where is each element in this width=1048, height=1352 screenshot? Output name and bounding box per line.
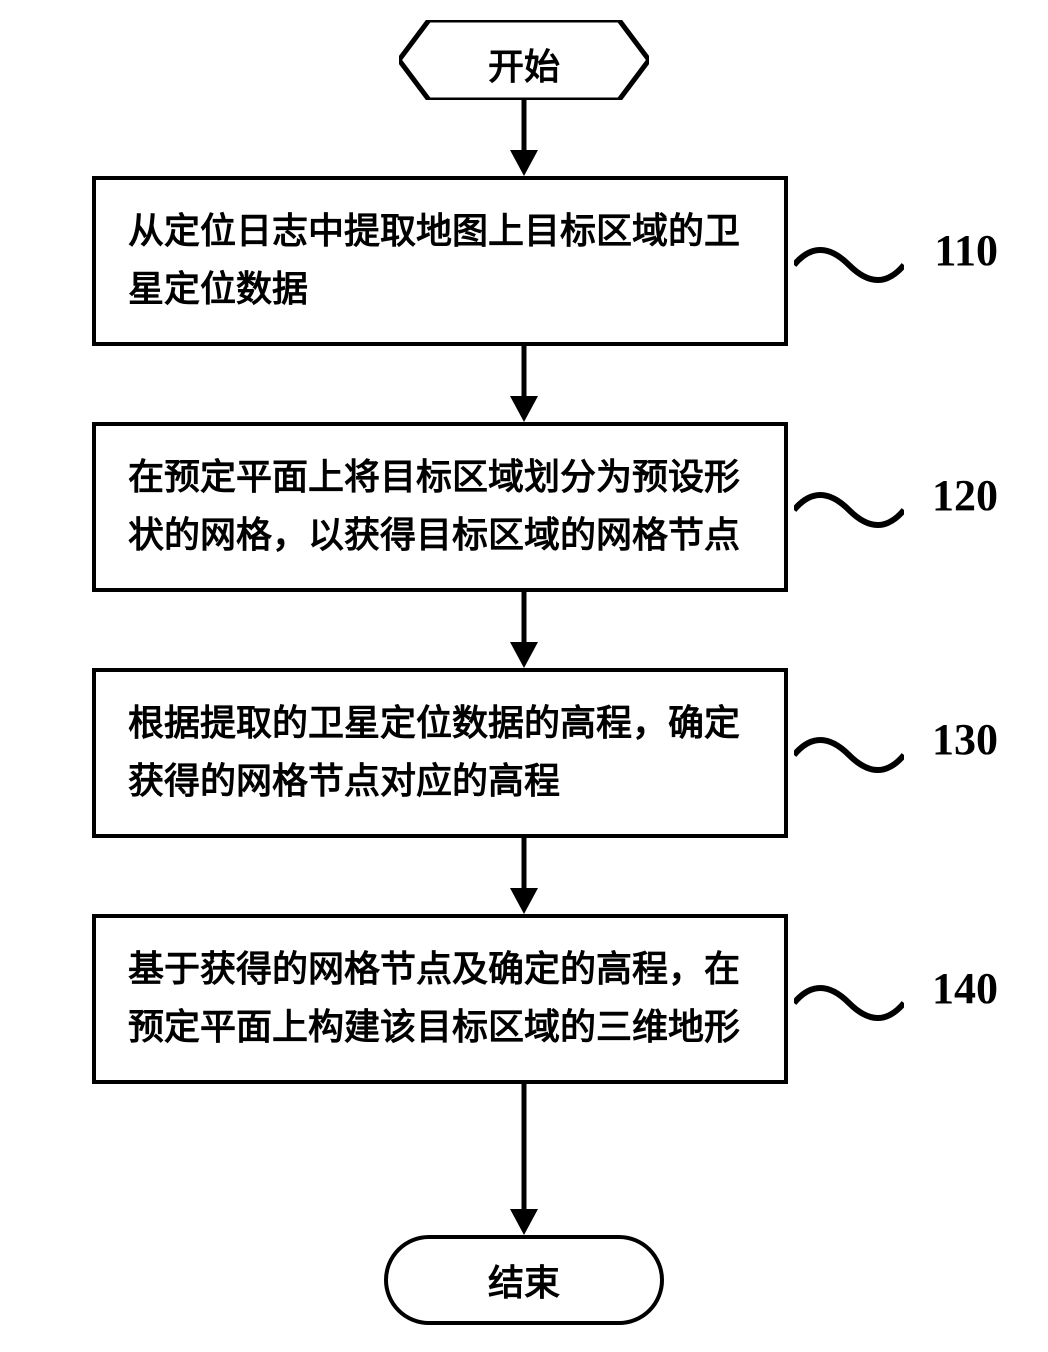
end-label: 结束 xyxy=(488,1254,560,1306)
process-step-1: 从定位日志中提取地图上目标区域的卫星定位数据 xyxy=(92,176,788,346)
arrow-3 xyxy=(504,592,544,673)
arrow-4 xyxy=(504,838,544,919)
ref-number-4: 140 xyxy=(932,963,998,1014)
connector-squiggle-1 xyxy=(794,240,904,295)
ref-number-3: 130 xyxy=(932,714,998,765)
ref-number-2: 120 xyxy=(932,470,998,521)
flowchart-container: 开始 从定位日志中提取地图上目标区域的卫星定位数据 110 在预定平面上将目标区… xyxy=(0,0,1048,1352)
process-step-3-text: 根据提取的卫星定位数据的高程，确定获得的网格节点对应的高程 xyxy=(128,695,752,810)
arrow-1 xyxy=(504,100,544,181)
process-step-2-text: 在预定平面上将目标区域划分为预设形状的网格，以获得目标区域的网格节点 xyxy=(128,449,752,564)
connector-squiggle-2 xyxy=(794,485,904,540)
process-step-1-text: 从定位日志中提取地图上目标区域的卫星定位数据 xyxy=(128,203,752,318)
connector-squiggle-3 xyxy=(794,730,904,785)
start-label: 开始 xyxy=(488,38,560,90)
end-terminator: 结束 xyxy=(384,1235,664,1325)
process-step-2: 在预定平面上将目标区域划分为预设形状的网格，以获得目标区域的网格节点 xyxy=(92,422,788,592)
arrow-5 xyxy=(504,1084,544,1240)
process-step-4: 基于获得的网格节点及确定的高程，在预定平面上构建该目标区域的三维地形 xyxy=(92,914,788,1084)
process-step-4-text: 基于获得的网格节点及确定的高程，在预定平面上构建该目标区域的三维地形 xyxy=(128,941,752,1056)
process-step-3: 根据提取的卫星定位数据的高程，确定获得的网格节点对应的高程 xyxy=(92,668,788,838)
arrow-2 xyxy=(504,346,544,427)
ref-number-1: 110 xyxy=(934,225,998,276)
connector-squiggle-4 xyxy=(794,978,904,1033)
